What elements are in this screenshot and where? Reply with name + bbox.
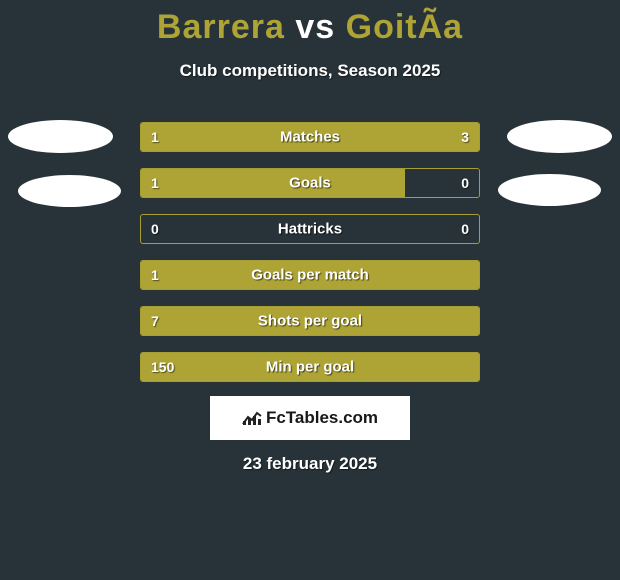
comparison-bars: 13Matches 10Goals 00Hattricks 1Goals per ma… (140, 122, 480, 398)
brand-logo: FcTables.com (210, 396, 410, 440)
title-player2: GoitÃ­a (346, 8, 463, 46)
bar-label: Min per goal (141, 359, 479, 376)
chart-icon (242, 410, 262, 426)
avatar-right-player (507, 120, 612, 153)
title-vs: vs (295, 8, 335, 46)
stat-bar: 00Hattricks (140, 214, 480, 244)
avatar-left-player (8, 120, 113, 153)
stat-bar: 7Shots per goal (140, 306, 480, 336)
avatar-right-team (498, 174, 601, 206)
bar-label: Matches (141, 129, 479, 146)
stat-bar: 1Goals per match (140, 260, 480, 290)
title-player1: Barrera (157, 8, 285, 46)
bar-label: Goals (141, 175, 479, 192)
stat-bar: 150Min per goal (140, 352, 480, 382)
stat-bar: 13Matches (140, 122, 480, 152)
bar-label: Goals per match (141, 267, 479, 284)
bar-label: Shots per goal (141, 313, 479, 330)
brand-logo-text: FcTables.com (266, 408, 378, 428)
stat-bar: 10Goals (140, 168, 480, 198)
subtitle: Club competitions, Season 2025 (0, 61, 620, 81)
avatar-left-team (18, 175, 121, 207)
page-title: Barrera vs GoitÃ­a (0, 0, 620, 47)
bar-label: Hattricks (141, 221, 479, 238)
date-label: 23 february 2025 (0, 454, 620, 474)
